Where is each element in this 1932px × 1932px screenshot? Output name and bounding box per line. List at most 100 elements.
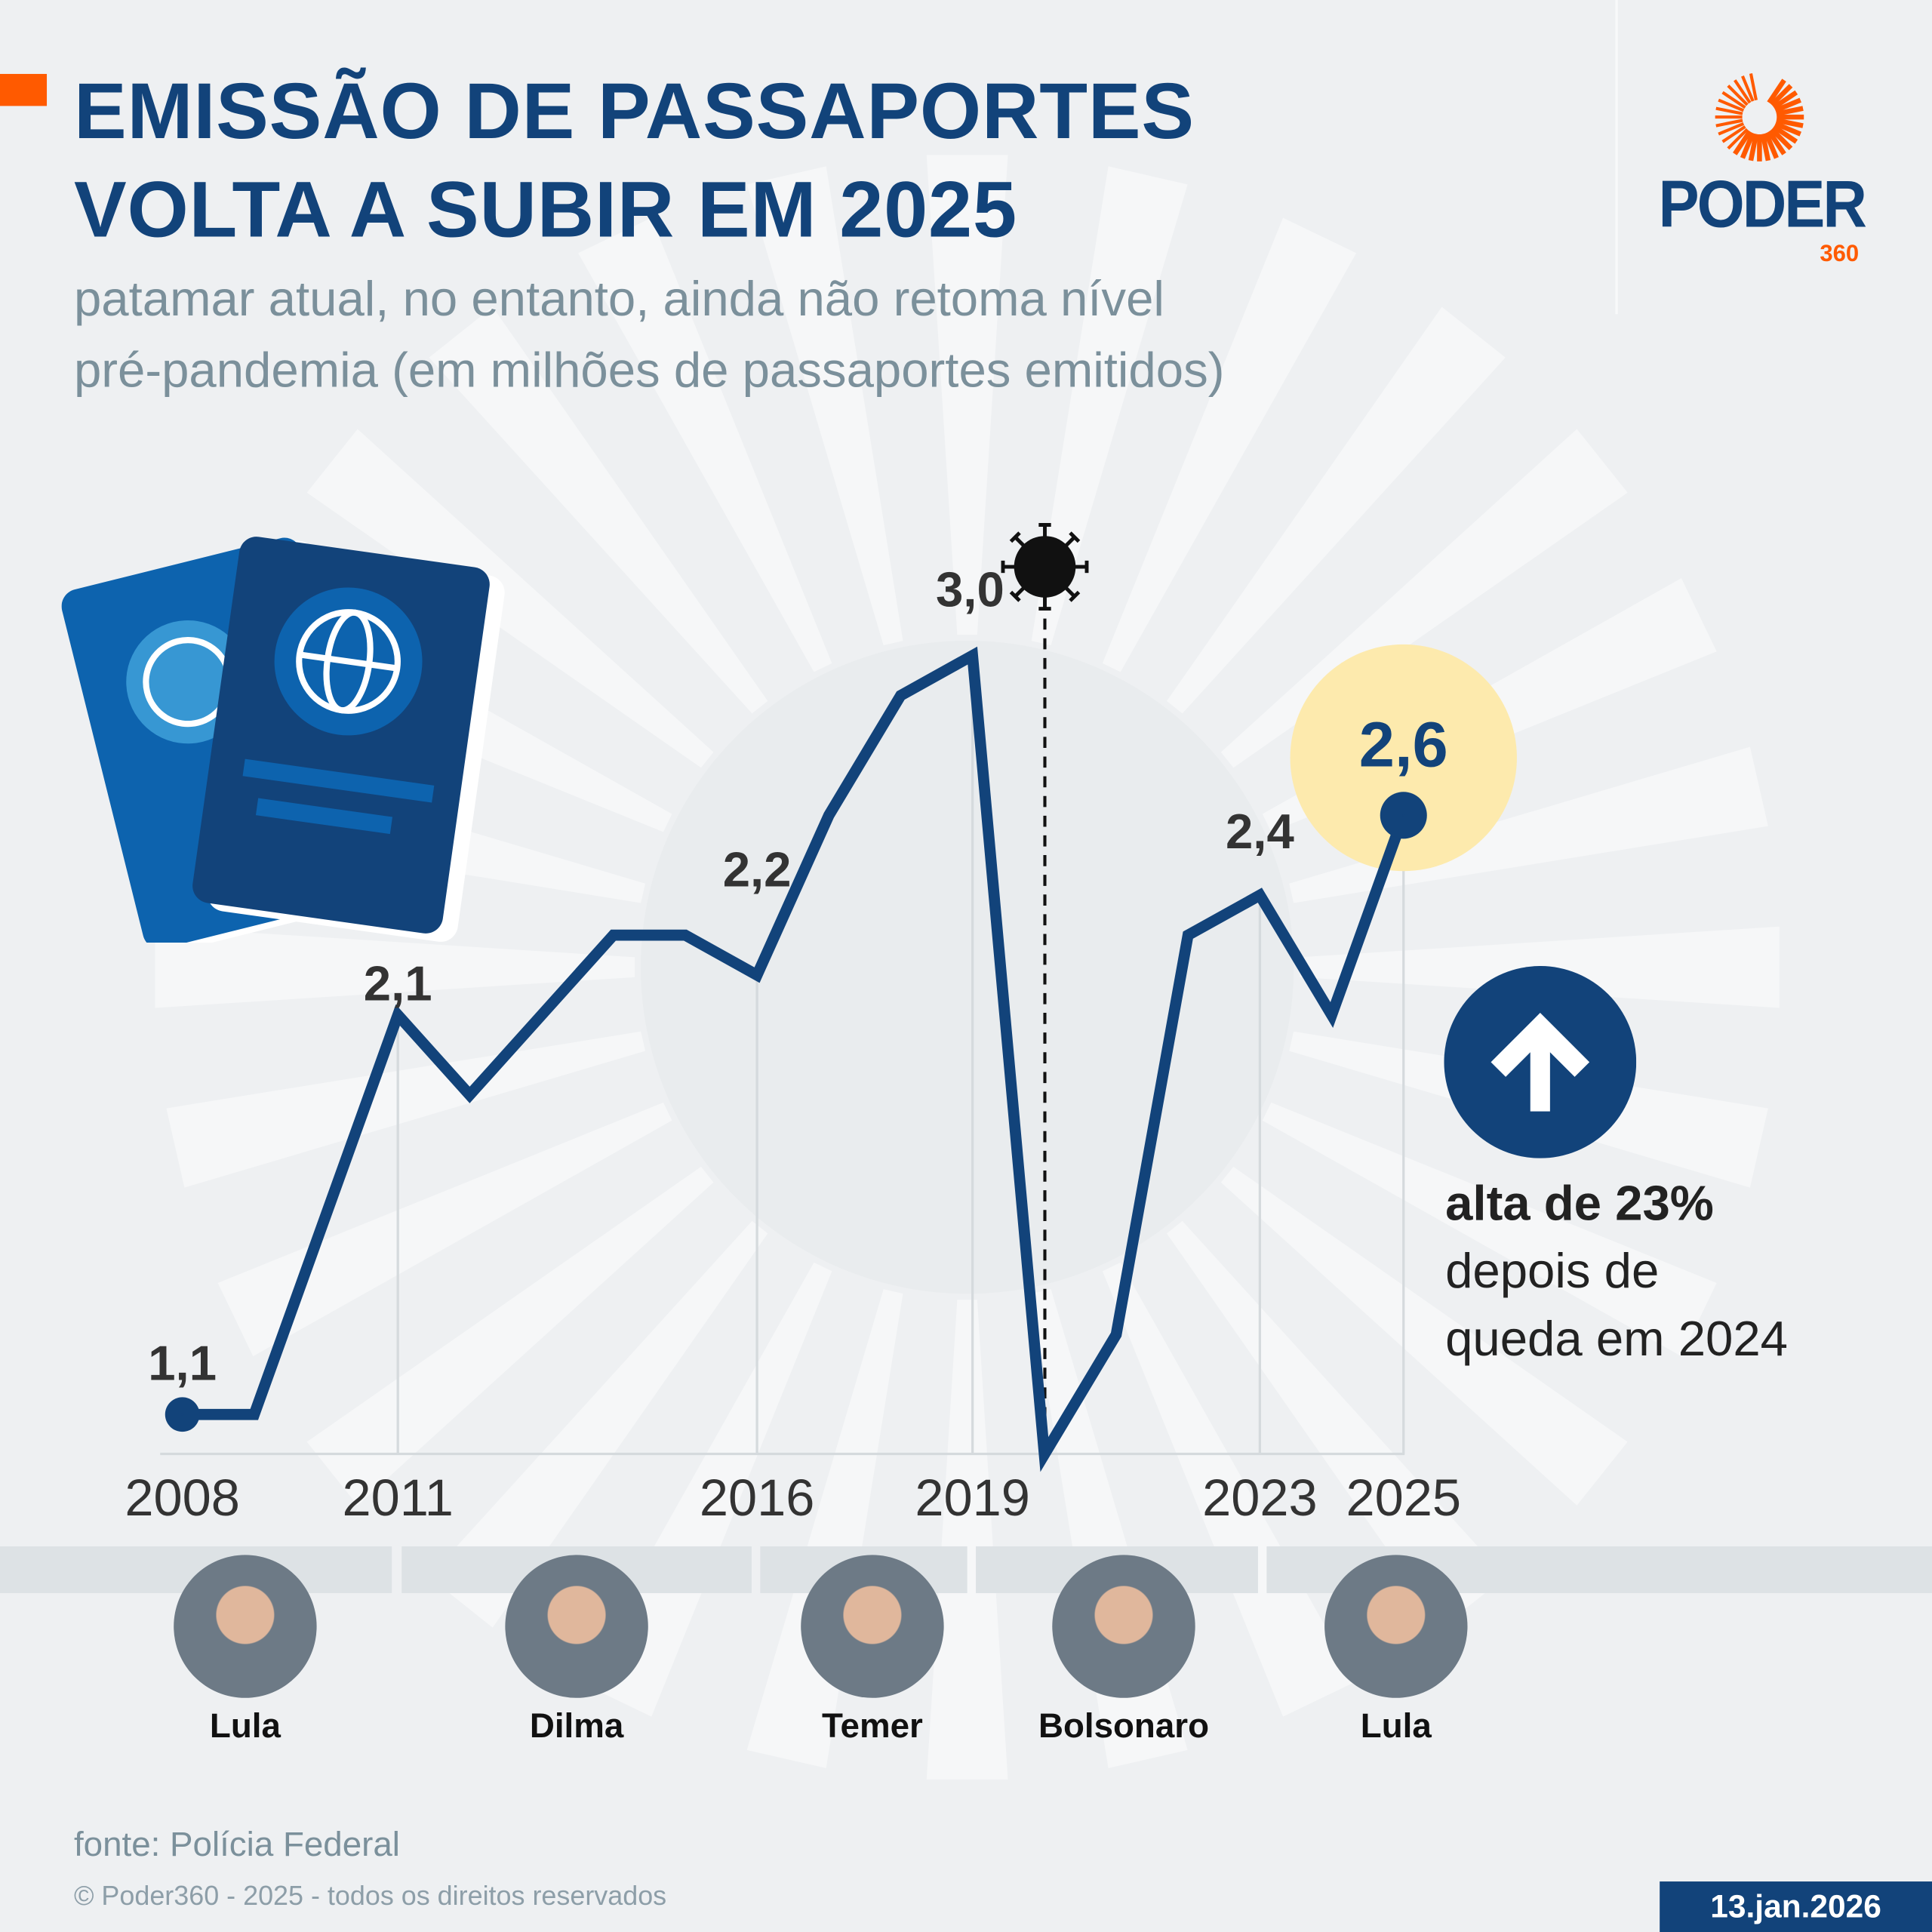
date-badge: 13.jan.2026 — [1660, 1881, 1932, 1932]
logo-text: PODER — [1658, 168, 1867, 242]
logo-ray — [1741, 75, 1755, 102]
data-label-2023: 2,4 — [1226, 804, 1294, 859]
x-tick-label: 2011 — [342, 1469, 453, 1527]
logo-ray — [1718, 98, 1745, 112]
data-point-2014 — [612, 934, 615, 937]
data-label-2025: 2,6 — [1359, 709, 1448, 780]
logo-ray — [1770, 84, 1793, 107]
virus-body — [1014, 536, 1076, 598]
president-bolsonaro: Bolsonaro — [1001, 1555, 1247, 1747]
subtitle: patamar atual, no entanto, ainda não ret… — [74, 263, 1225, 406]
virus-spike-tip — [1009, 531, 1021, 543]
logo-ray — [1760, 133, 1771, 162]
data-label-2011: 2,1 — [364, 955, 432, 1011]
sunburst-ray — [1102, 217, 1357, 672]
president-name: Bolsonaro — [1038, 1706, 1210, 1745]
logo-ray — [1748, 133, 1759, 162]
logo-number: 360 — [1820, 241, 1860, 268]
avatar — [1052, 1555, 1195, 1698]
sunburst-ray — [429, 306, 768, 714]
sunburst-ray — [155, 926, 635, 1008]
logo-ray — [1715, 106, 1743, 115]
sunburst-ray — [306, 429, 714, 768]
sunburst-ray — [746, 166, 903, 646]
sunburst-ray — [1031, 166, 1188, 646]
data-point-2012 — [468, 1094, 471, 1097]
data-point-2015 — [684, 934, 687, 937]
highlight-circle — [1290, 644, 1517, 872]
sunburst-ray — [429, 1220, 768, 1628]
data-point-2017 — [827, 814, 830, 817]
arrow-up-icon — [1444, 965, 1637, 1158]
logo-ray — [1770, 127, 1793, 150]
data-point-2009 — [253, 1413, 256, 1416]
callout-line-2: depois de — [1445, 1244, 1660, 1299]
data-point-2011 — [396, 1014, 399, 1017]
copyright: © Poder360 - 2025 - todos os direitos re… — [73, 1880, 667, 1912]
callout-line-3: queda em 2024 — [1445, 1312, 1789, 1367]
sunburst-ray — [1167, 306, 1506, 714]
data-label-2016: 2,2 — [723, 841, 792, 897]
president-name: Lula — [209, 1706, 281, 1745]
virus-spike-tip — [1069, 531, 1081, 543]
president-dilma: Dilma — [454, 1555, 700, 1747]
x-tick-label: 2016 — [700, 1469, 815, 1527]
avatar — [505, 1555, 648, 1698]
data-point-2020 — [1043, 1453, 1046, 1456]
sunburst-ray — [166, 1031, 646, 1188]
source: fonte: Polícia Federal — [73, 1824, 400, 1863]
logo-ray — [1727, 85, 1749, 106]
logo-ray — [1772, 90, 1798, 110]
x-tick-label: 2019 — [915, 1469, 1030, 1527]
callout-bold: alta de 23% — [1445, 1177, 1714, 1232]
logo-ray — [1776, 118, 1804, 128]
data-point-2023 — [1258, 894, 1262, 897]
callout-text: alta de 23% depois de queda em 2024 — [1445, 1171, 1788, 1374]
virus-spike-tip — [1009, 590, 1021, 602]
logo-ray — [1767, 130, 1786, 155]
divider — [1615, 0, 1618, 315]
accent-bar — [0, 73, 48, 106]
data-point-2018 — [899, 694, 903, 697]
logo-ray — [1776, 106, 1804, 116]
president-name: Dilma — [529, 1706, 624, 1745]
data-point-2010 — [325, 1213, 328, 1217]
logo-ray — [1774, 121, 1801, 137]
data-label-2019: 3,0 — [936, 561, 1004, 617]
x-tick-label: 2025 — [1346, 1469, 1461, 1527]
logo-ray — [1767, 78, 1786, 104]
logo-ray — [1764, 131, 1779, 159]
sunburst-ray — [1262, 1102, 1717, 1357]
data-point-2019 — [971, 654, 974, 657]
title-line-2: VOLTA A SUBIR EM 2025 — [73, 165, 1017, 254]
avatar — [801, 1555, 944, 1698]
data-point-2016 — [755, 974, 758, 977]
logo-ray — [1749, 73, 1758, 101]
data-point-2024 — [1330, 1014, 1334, 1017]
x-tick-label: 2023 — [1202, 1469, 1318, 1527]
passport-icon — [61, 537, 505, 943]
sunburst-ray — [1102, 1262, 1357, 1717]
sunburst-ray — [926, 155, 1008, 635]
sun-logo-icon — [1715, 73, 1804, 162]
avatar — [1324, 1555, 1468, 1698]
logo-ray — [1721, 125, 1746, 143]
logo-ray — [1721, 91, 1746, 109]
sunburst-ray — [306, 1167, 714, 1506]
logo-ray — [1733, 130, 1752, 155]
logo-ray — [1718, 122, 1745, 136]
data-point-2008 — [180, 1413, 184, 1416]
subtitle-line-2: pré-pandemia (em milhões de passaportes … — [73, 343, 1225, 398]
page-title: EMISSÃO DE PASSAPORTES VOLTA A SUBIR EM … — [74, 62, 1195, 259]
logo-ray — [1734, 79, 1752, 104]
virus-spike-tip — [1069, 590, 1081, 602]
logo-ray — [1772, 125, 1798, 144]
sunburst-core — [640, 640, 1294, 1294]
subtitle-line-1: patamar atual, no entanto, ainda não ret… — [73, 272, 1164, 327]
sunburst-ray — [578, 217, 832, 672]
data-point-2022 — [1186, 934, 1189, 937]
poder360-logo: PODER 360 — [1651, 68, 1873, 278]
sunburst-ray — [746, 1289, 903, 1768]
